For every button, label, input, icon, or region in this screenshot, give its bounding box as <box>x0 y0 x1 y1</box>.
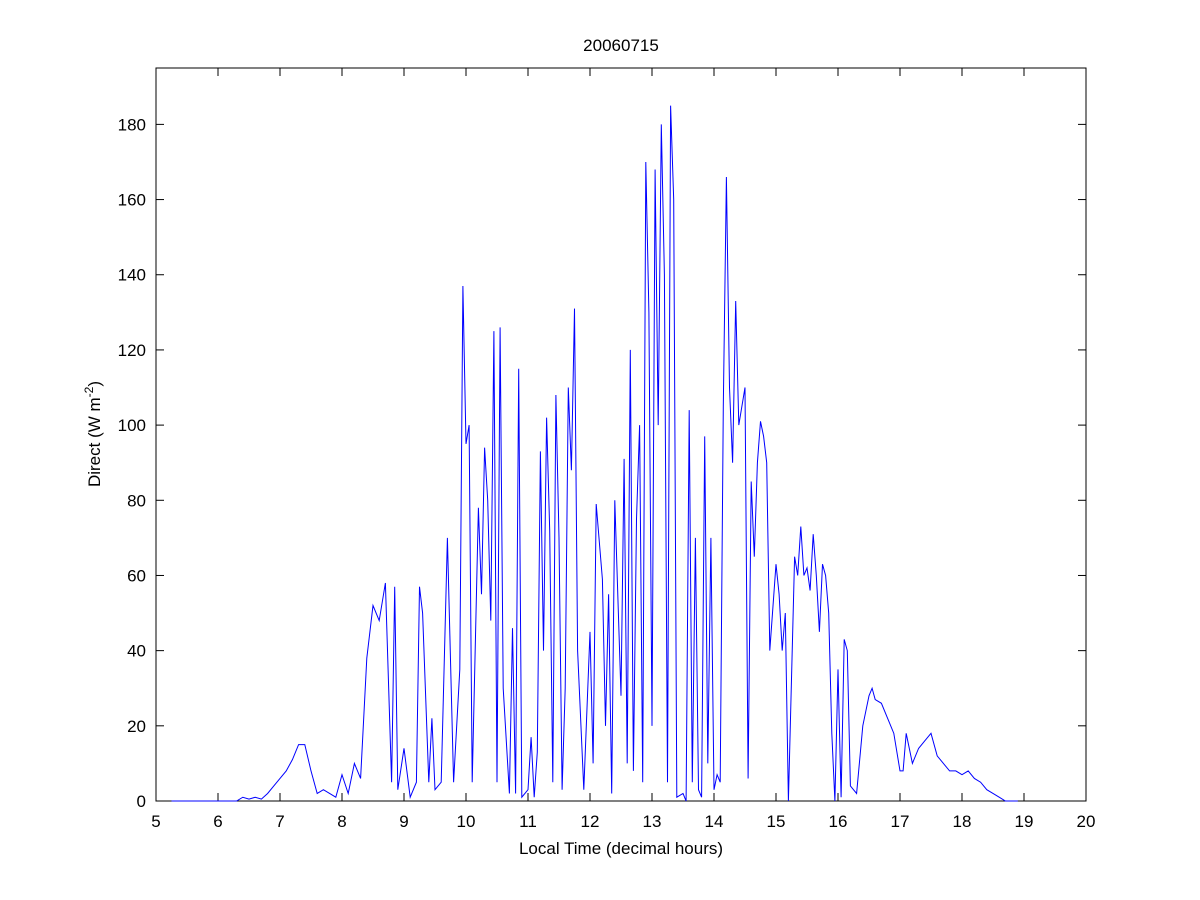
x-tick-label: 9 <box>399 812 408 831</box>
y-tick-label: 160 <box>118 191 146 210</box>
x-tick-label: 16 <box>829 812 848 831</box>
y-tick-label: 140 <box>118 266 146 285</box>
y-tick-label: 80 <box>127 491 146 510</box>
y-axis-label-superscript: -2 <box>82 386 96 397</box>
x-tick-label: 12 <box>581 812 600 831</box>
y-tick-label: 0 <box>137 792 146 811</box>
x-tick-label: 19 <box>1015 812 1034 831</box>
y-tick-label: 40 <box>127 642 146 661</box>
x-tick-label: 17 <box>891 812 910 831</box>
x-tick-label: 6 <box>213 812 222 831</box>
chart-title: 20060715 <box>583 36 659 55</box>
y-tick-label: 120 <box>118 341 146 360</box>
y-tick-label: 100 <box>118 416 146 435</box>
y-axis-label: Direct (W m-2) <box>82 381 104 487</box>
x-tick-label: 7 <box>275 812 284 831</box>
y-axis-label-text: Direct (W m <box>85 397 104 487</box>
x-axis-label: Local Time (decimal hours) <box>519 839 723 858</box>
y-axis-label-end: ) <box>85 381 104 387</box>
x-tick-label: 13 <box>643 812 662 831</box>
x-tick-label: 10 <box>457 812 476 831</box>
x-tick-label: 11 <box>519 812 537 831</box>
x-tick-label: 15 <box>767 812 786 831</box>
x-tick-label: 8 <box>337 812 346 831</box>
x-tick-label: 20 <box>1077 812 1096 831</box>
x-tick-label: 5 <box>151 812 160 831</box>
y-tick-label: 180 <box>118 115 146 134</box>
y-tick-label: 60 <box>127 566 146 585</box>
x-tick-label: 18 <box>953 812 972 831</box>
y-tick-label: 20 <box>127 717 146 736</box>
data-line <box>171 105 1018 802</box>
x-tick-label: 14 <box>705 812 724 831</box>
